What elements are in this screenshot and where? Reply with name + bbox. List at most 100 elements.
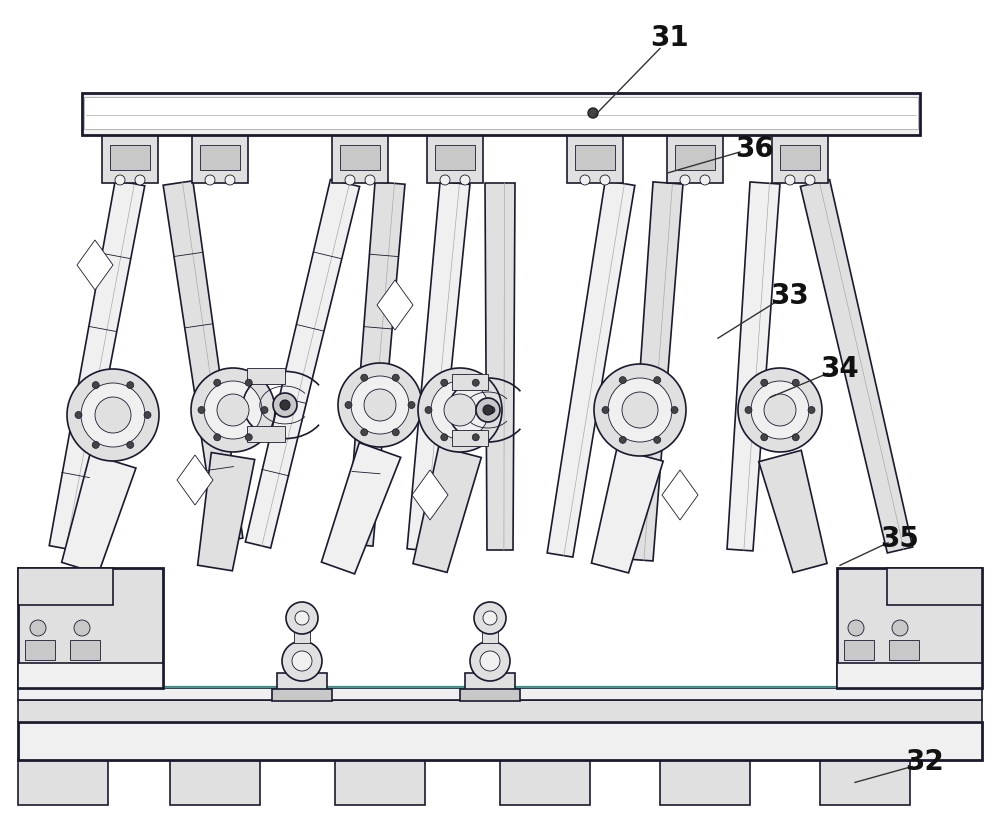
Bar xyxy=(837,568,982,688)
Bar xyxy=(247,427,285,443)
Circle shape xyxy=(472,379,479,387)
Circle shape xyxy=(608,378,672,442)
Circle shape xyxy=(92,382,99,388)
Circle shape xyxy=(418,368,502,452)
Bar xyxy=(452,430,488,446)
Circle shape xyxy=(892,620,908,636)
Circle shape xyxy=(115,175,125,185)
Bar xyxy=(82,93,920,135)
Polygon shape xyxy=(407,181,470,551)
Polygon shape xyxy=(547,180,635,557)
Circle shape xyxy=(345,175,355,185)
Bar xyxy=(18,568,113,605)
Text: 36: 36 xyxy=(736,134,774,163)
Polygon shape xyxy=(49,180,145,550)
Circle shape xyxy=(602,407,609,413)
Circle shape xyxy=(127,382,134,388)
Circle shape xyxy=(476,398,500,422)
Circle shape xyxy=(470,641,510,681)
Bar xyxy=(340,145,380,170)
Circle shape xyxy=(345,402,352,408)
Circle shape xyxy=(441,433,448,441)
Bar xyxy=(18,760,108,805)
Circle shape xyxy=(361,429,368,436)
Circle shape xyxy=(600,175,610,185)
Circle shape xyxy=(365,175,375,185)
Bar xyxy=(675,145,715,170)
Bar xyxy=(110,145,150,170)
Bar xyxy=(18,722,982,760)
Bar xyxy=(335,760,425,805)
Polygon shape xyxy=(245,180,360,548)
Bar xyxy=(277,673,327,691)
Polygon shape xyxy=(412,470,448,520)
Bar xyxy=(667,135,723,183)
Circle shape xyxy=(751,381,809,439)
Bar xyxy=(332,135,388,183)
Text: 33: 33 xyxy=(771,282,809,311)
Circle shape xyxy=(282,641,322,681)
Circle shape xyxy=(30,620,46,636)
Circle shape xyxy=(351,376,409,434)
Circle shape xyxy=(460,175,470,185)
Circle shape xyxy=(135,175,145,185)
Circle shape xyxy=(338,363,422,447)
Bar xyxy=(70,640,100,660)
Circle shape xyxy=(848,620,864,636)
Circle shape xyxy=(280,400,290,410)
Polygon shape xyxy=(727,182,780,551)
Bar xyxy=(452,374,488,390)
Polygon shape xyxy=(800,180,913,553)
Bar xyxy=(780,145,820,170)
Circle shape xyxy=(745,407,752,413)
Bar xyxy=(887,568,982,605)
Bar xyxy=(772,135,828,183)
Circle shape xyxy=(654,437,661,443)
Bar xyxy=(102,135,158,183)
Circle shape xyxy=(144,412,151,418)
Circle shape xyxy=(431,381,489,439)
Circle shape xyxy=(392,429,399,436)
Circle shape xyxy=(654,377,661,383)
Bar xyxy=(435,145,475,170)
Circle shape xyxy=(204,381,262,439)
Polygon shape xyxy=(413,447,481,573)
Circle shape xyxy=(361,374,368,382)
Circle shape xyxy=(474,602,506,634)
Text: 31: 31 xyxy=(651,23,689,52)
Bar xyxy=(575,145,615,170)
Polygon shape xyxy=(662,470,698,520)
Circle shape xyxy=(75,412,82,418)
Bar xyxy=(84,97,918,129)
Polygon shape xyxy=(627,182,683,561)
Circle shape xyxy=(671,407,678,413)
Circle shape xyxy=(408,402,415,408)
Circle shape xyxy=(214,379,221,387)
Polygon shape xyxy=(377,280,413,330)
Text: 35: 35 xyxy=(881,524,919,553)
Circle shape xyxy=(261,407,268,413)
Circle shape xyxy=(205,175,215,185)
Circle shape xyxy=(483,611,497,625)
Text: 34: 34 xyxy=(821,355,859,383)
Circle shape xyxy=(392,374,399,382)
Polygon shape xyxy=(198,453,255,571)
Bar xyxy=(660,760,750,805)
Bar xyxy=(889,640,919,660)
Circle shape xyxy=(273,393,297,417)
Polygon shape xyxy=(485,183,515,550)
Circle shape xyxy=(588,108,598,118)
Bar xyxy=(460,689,520,701)
Bar xyxy=(482,623,498,643)
Polygon shape xyxy=(591,449,663,573)
Circle shape xyxy=(127,442,134,448)
Bar xyxy=(465,673,515,691)
Circle shape xyxy=(74,620,90,636)
Circle shape xyxy=(245,379,252,387)
Bar xyxy=(844,640,874,660)
Polygon shape xyxy=(759,450,827,573)
Bar xyxy=(837,663,982,688)
Circle shape xyxy=(191,368,275,452)
Circle shape xyxy=(225,175,235,185)
Bar xyxy=(567,135,623,183)
